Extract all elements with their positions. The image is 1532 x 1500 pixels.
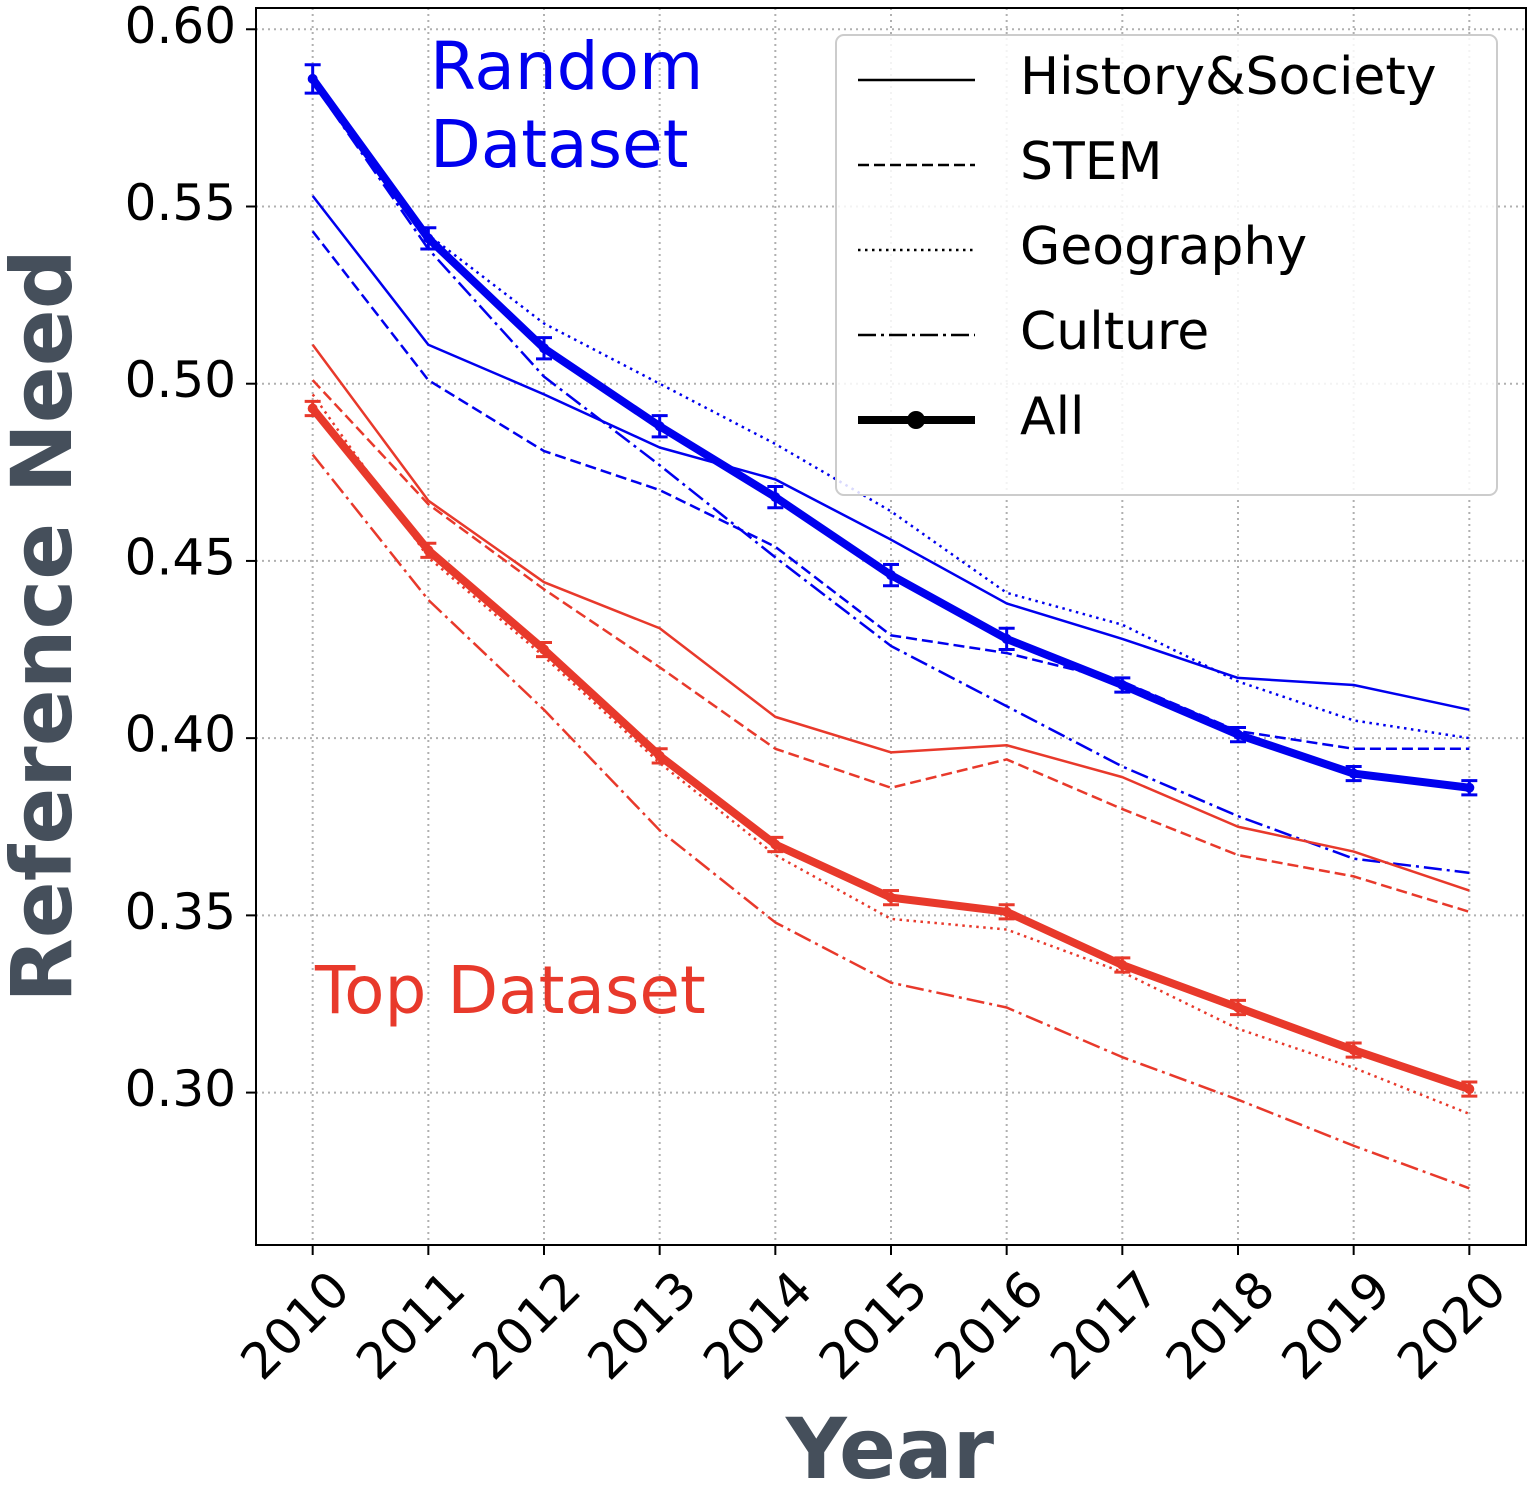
- y-tick-label: 0.35: [125, 883, 236, 941]
- x-tick-label: 2014: [692, 1260, 823, 1391]
- series-line: [311, 453, 1470, 1190]
- y-tick-label: 0.55: [125, 174, 236, 232]
- marker: [886, 892, 896, 903]
- marker: [1001, 906, 1012, 917]
- x-tick-label: 2020: [1386, 1260, 1517, 1391]
- marker: [1348, 768, 1359, 779]
- legend-label: STEM: [1020, 132, 1163, 192]
- series-line: [311, 343, 1470, 892]
- marker: [539, 644, 550, 655]
- y-tick-label: 0.40: [125, 706, 236, 764]
- x-axis-label: Year: [785, 1400, 995, 1498]
- marker: [307, 73, 318, 84]
- annotation: Top Dataset: [315, 952, 706, 1029]
- legend-marker: [907, 411, 925, 429]
- marker: [770, 492, 781, 503]
- series-line: [311, 230, 1470, 751]
- marker: [1232, 1002, 1243, 1013]
- series-line: [311, 81, 1470, 740]
- y-tick-label: 0.60: [125, 0, 236, 55]
- x-tick-label: 2018: [1155, 1260, 1286, 1391]
- x-tick-label: 2012: [461, 1260, 592, 1391]
- marker: [1117, 959, 1128, 970]
- marker: [654, 750, 665, 761]
- marker: [654, 421, 665, 432]
- marker: [1464, 1084, 1475, 1095]
- marker: [1348, 1045, 1359, 1056]
- marker: [423, 233, 434, 244]
- legend-label: Culture: [1020, 302, 1209, 362]
- x-tick-label: 2015: [808, 1260, 939, 1391]
- x-tick-label: 2011: [345, 1260, 476, 1391]
- legend-label: All: [1020, 387, 1084, 447]
- series-line: [311, 195, 1470, 712]
- x-tick-label: 2013: [577, 1260, 708, 1391]
- x-tick-label: 2010: [230, 1260, 361, 1391]
- marker: [886, 570, 896, 581]
- marker: [770, 839, 781, 850]
- legend-label: Geography: [1020, 217, 1307, 277]
- series-line: [311, 393, 1470, 1116]
- marker: [1232, 729, 1243, 740]
- annotation: Random Dataset: [430, 28, 704, 183]
- x-tick-label: 2017: [1039, 1260, 1170, 1391]
- series-line: [311, 379, 1470, 914]
- y-tick-label: 0.50: [125, 351, 236, 409]
- y-axis-label: Reference Need: [0, 249, 91, 1003]
- marker: [1001, 633, 1012, 644]
- legend-box: [835, 34, 1498, 496]
- marker: [1464, 782, 1475, 793]
- legend-label: History&Society: [1020, 47, 1437, 107]
- x-tick-label: 2016: [924, 1260, 1055, 1391]
- y-tick-label: 0.45: [125, 528, 236, 586]
- plot-frame: [255, 7, 1527, 1246]
- x-tick-label: 2019: [1271, 1260, 1402, 1391]
- marker: [423, 545, 434, 556]
- marker: [1117, 679, 1128, 690]
- marker: [307, 403, 318, 414]
- marker: [539, 343, 550, 354]
- y-tick-label: 0.30: [125, 1060, 236, 1118]
- series-line: [311, 81, 1470, 875]
